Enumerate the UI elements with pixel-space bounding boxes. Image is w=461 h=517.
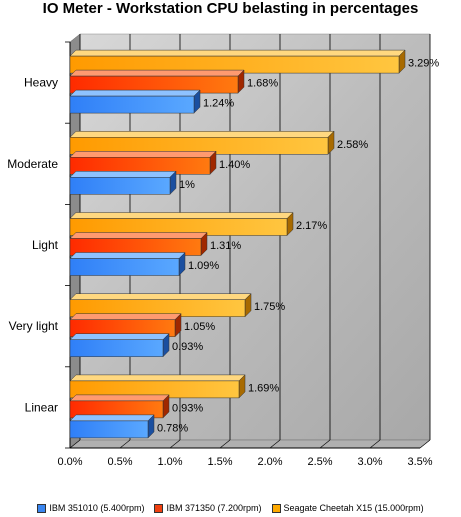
bar: [69, 420, 149, 439]
legend-swatch: [37, 503, 47, 513]
category-label: Very light: [9, 319, 59, 333]
gridline-floor: [419, 439, 431, 449]
data-label: 1%: [179, 179, 195, 191]
category-label: Moderate: [7, 157, 58, 171]
x-tick-label: 3.5%: [407, 456, 432, 468]
bar-top: [69, 232, 208, 239]
data-label: 1.68%: [247, 78, 278, 90]
gridline-floor: [319, 439, 331, 449]
bar-top: [69, 89, 201, 97]
x-tick-label: 2.0%: [257, 456, 282, 468]
data-label: 1.24%: [203, 98, 234, 110]
x-tick-label: 1.5%: [207, 456, 232, 468]
plot-floor: [69, 439, 431, 449]
bar-top: [69, 333, 170, 340]
category-label: Light: [32, 238, 59, 252]
gridline-floor: [169, 439, 181, 449]
legend-swatch: [154, 503, 164, 513]
gridline-floor: [269, 439, 281, 449]
x-tick-label: 2.5%: [307, 456, 332, 468]
bar-top: [69, 414, 155, 422]
bar: [69, 339, 164, 357]
chart-legend: IBM 351010 (5.400rpm) IBM 371350 (7.200rp…: [0, 500, 461, 516]
chart-plot: 0.0% 0.5% 1.0% 1.5% 2.0% 2.5% 3.0% 3.5% Heavy 3.2…: [7, 33, 439, 468]
data-label: 1.75%: [254, 301, 285, 313]
data-label: 3.29%: [408, 58, 439, 70]
bar-top: [69, 394, 170, 402]
bar-top: [69, 313, 182, 320]
bar: [69, 177, 171, 195]
bar-top: [69, 374, 246, 382]
x-tick-label: 0.0%: [57, 456, 82, 468]
bar: [69, 258, 180, 276]
x-tick-label: 0.5%: [107, 456, 132, 468]
gridline-floor: [119, 439, 131, 449]
data-label: 1.40%: [219, 159, 250, 171]
bar-top: [69, 212, 294, 219]
gridline-floor: [219, 439, 231, 449]
legend-item: IBM 371350 (7.200rpm): [154, 500, 262, 516]
bar: [69, 95, 195, 114]
legend-label: IBM 371350 (7.200rpm): [166, 503, 262, 513]
data-label: 1.09%: [188, 260, 219, 272]
bar-top: [69, 69, 245, 77]
legend-label: IBM 351010 (5.400rpm): [49, 503, 145, 513]
legend-item: IBM 351010 (5.400rpm): [37, 500, 144, 516]
data-label: 2.17%: [296, 220, 327, 232]
data-label: 1.05%: [184, 321, 215, 333]
legend-label: Seagate Cheetah X15 (15.000rpm): [283, 503, 424, 513]
gridline-floor: [69, 439, 81, 449]
x-tick-label: 1.0%: [157, 456, 182, 468]
data-label: 1.69%: [248, 382, 279, 394]
bar-top: [69, 252, 186, 259]
x-tick-label: 3.0%: [357, 456, 382, 468]
category-label: Heavy: [24, 76, 58, 90]
legend-swatch: [271, 503, 281, 513]
data-label: 0.78%: [157, 422, 188, 434]
data-label: 0.93%: [172, 341, 203, 353]
legend-item: Seagate Cheetah X15 (15.000rpm): [271, 500, 424, 516]
bar-top: [69, 293, 252, 300]
gridline-floor: [369, 439, 381, 449]
category-label: Linear: [25, 400, 58, 414]
data-label: 1.31%: [210, 240, 241, 252]
bar-top: [69, 131, 335, 138]
data-label: 0.93%: [172, 402, 203, 414]
chart-title: IO Meter - Workstation CPU belasting in …: [42, 0, 419, 17]
data-label: 2.58%: [337, 139, 368, 151]
bar-top: [69, 171, 177, 178]
bar-top: [69, 151, 217, 158]
bar-top: [69, 49, 406, 57]
